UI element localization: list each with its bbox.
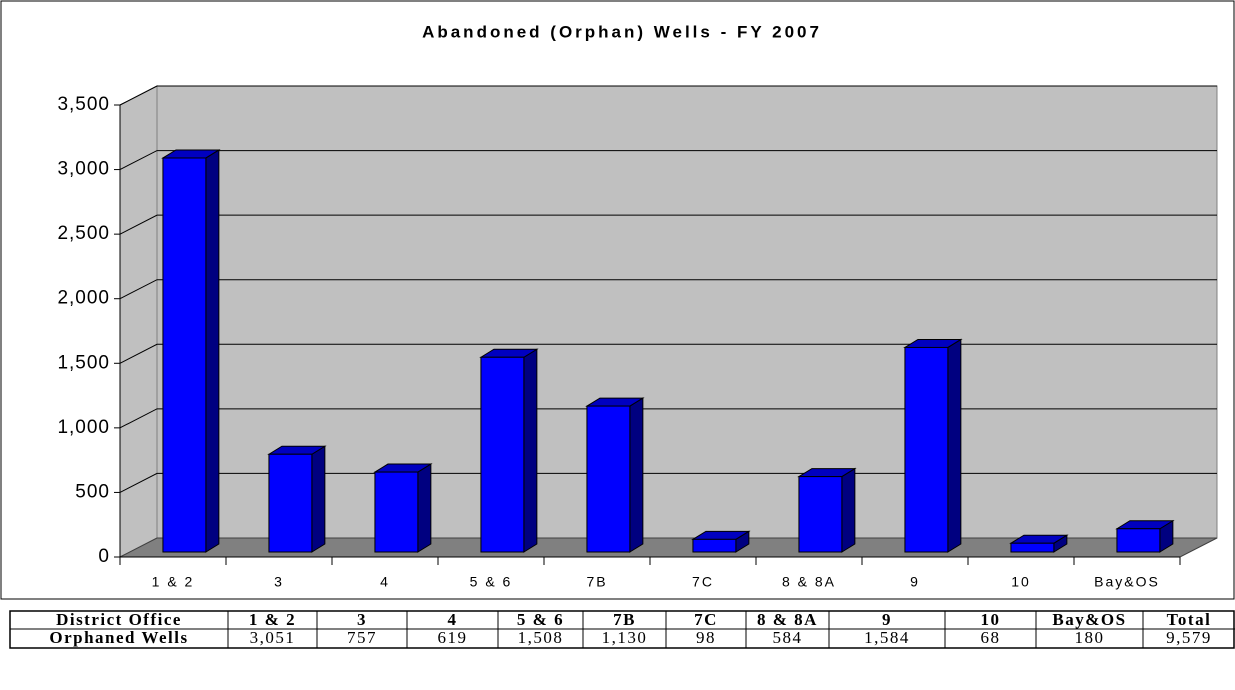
- grid-line: [119, 150, 1217, 171]
- x-tick-label: 4: [380, 574, 390, 590]
- side-wall: [119, 85, 158, 558]
- table-header: Bay&OS: [1052, 610, 1126, 629]
- bar: [586, 405, 631, 553]
- bar-side: [417, 463, 432, 553]
- table-cell: 619: [438, 628, 468, 647]
- bar: [904, 346, 949, 553]
- x-tick-label: 5 & 6: [470, 574, 513, 590]
- y-tick-label: 1,500: [57, 352, 110, 373]
- bar: [162, 157, 207, 553]
- table-header: District Office: [56, 610, 182, 629]
- table-cell: 1,508: [518, 628, 564, 647]
- grid-line: [119, 472, 1217, 493]
- x-tick-label: 10: [1011, 574, 1031, 590]
- table-header: Total: [1167, 610, 1212, 629]
- bar: [268, 453, 313, 553]
- table-cell: 9,579: [1166, 628, 1212, 647]
- bar-side: [311, 445, 326, 553]
- grid-line: [119, 408, 1217, 429]
- grid-line: [119, 214, 1217, 235]
- table-cell: 1,130: [602, 628, 648, 647]
- x-tick-label: 8 & 8A: [782, 574, 836, 590]
- table-header: 5 & 6: [517, 610, 564, 629]
- bar: [480, 356, 525, 553]
- bar: [1116, 528, 1161, 553]
- bar-side: [841, 467, 856, 553]
- x-tick-label: 7B: [586, 574, 607, 590]
- table-cell: 3,051: [250, 628, 296, 647]
- x-tick-label: 7C: [692, 574, 714, 590]
- y-tick-label: 3,000: [57, 159, 110, 180]
- y-tick-label: 0: [98, 546, 110, 567]
- table-header: 7B: [613, 610, 636, 629]
- table-row-label: Orphaned Wells: [49, 628, 188, 647]
- bar: [692, 538, 737, 553]
- table-cell: 180: [1075, 628, 1105, 647]
- grid-line: [119, 279, 1217, 300]
- bar-side: [629, 397, 644, 553]
- grid-line: [119, 85, 1217, 106]
- y-tick-label: 2,000: [57, 288, 110, 309]
- x-tick-label: 1 & 2: [152, 574, 195, 590]
- chart-title: Abandoned (Orphan) Wells - FY 2007: [422, 22, 822, 41]
- bar-side: [947, 338, 962, 553]
- table-header: 7C: [694, 610, 718, 629]
- x-tick-label: 9: [910, 574, 920, 590]
- x-tick-label: Bay&OS: [1094, 574, 1160, 590]
- table-header: 9: [882, 610, 892, 629]
- bar: [1010, 542, 1055, 553]
- table-header: 3: [357, 610, 367, 629]
- y-tick-label: 3,500: [57, 94, 110, 115]
- table-header: 4: [448, 610, 458, 629]
- table-cell: 1,584: [864, 628, 910, 647]
- x-tick-label: 3: [274, 574, 284, 590]
- table-header: 1 & 2: [249, 610, 296, 629]
- bar: [374, 471, 419, 553]
- y-tick-label: 2,500: [57, 223, 110, 244]
- table-header: 10: [981, 610, 1001, 629]
- table-cell: 584: [773, 628, 803, 647]
- grid-line: [119, 343, 1217, 364]
- table-header: 8 & 8A: [757, 610, 818, 629]
- bar-side: [523, 348, 538, 553]
- y-tick-label: 1,000: [57, 417, 110, 438]
- y-tick-label: 500: [75, 481, 110, 502]
- bar-side: [205, 149, 220, 553]
- table-cell: 757: [347, 628, 377, 647]
- table-cell: 98: [696, 628, 716, 647]
- bar: [798, 476, 843, 553]
- table-cell: 68: [981, 628, 1001, 647]
